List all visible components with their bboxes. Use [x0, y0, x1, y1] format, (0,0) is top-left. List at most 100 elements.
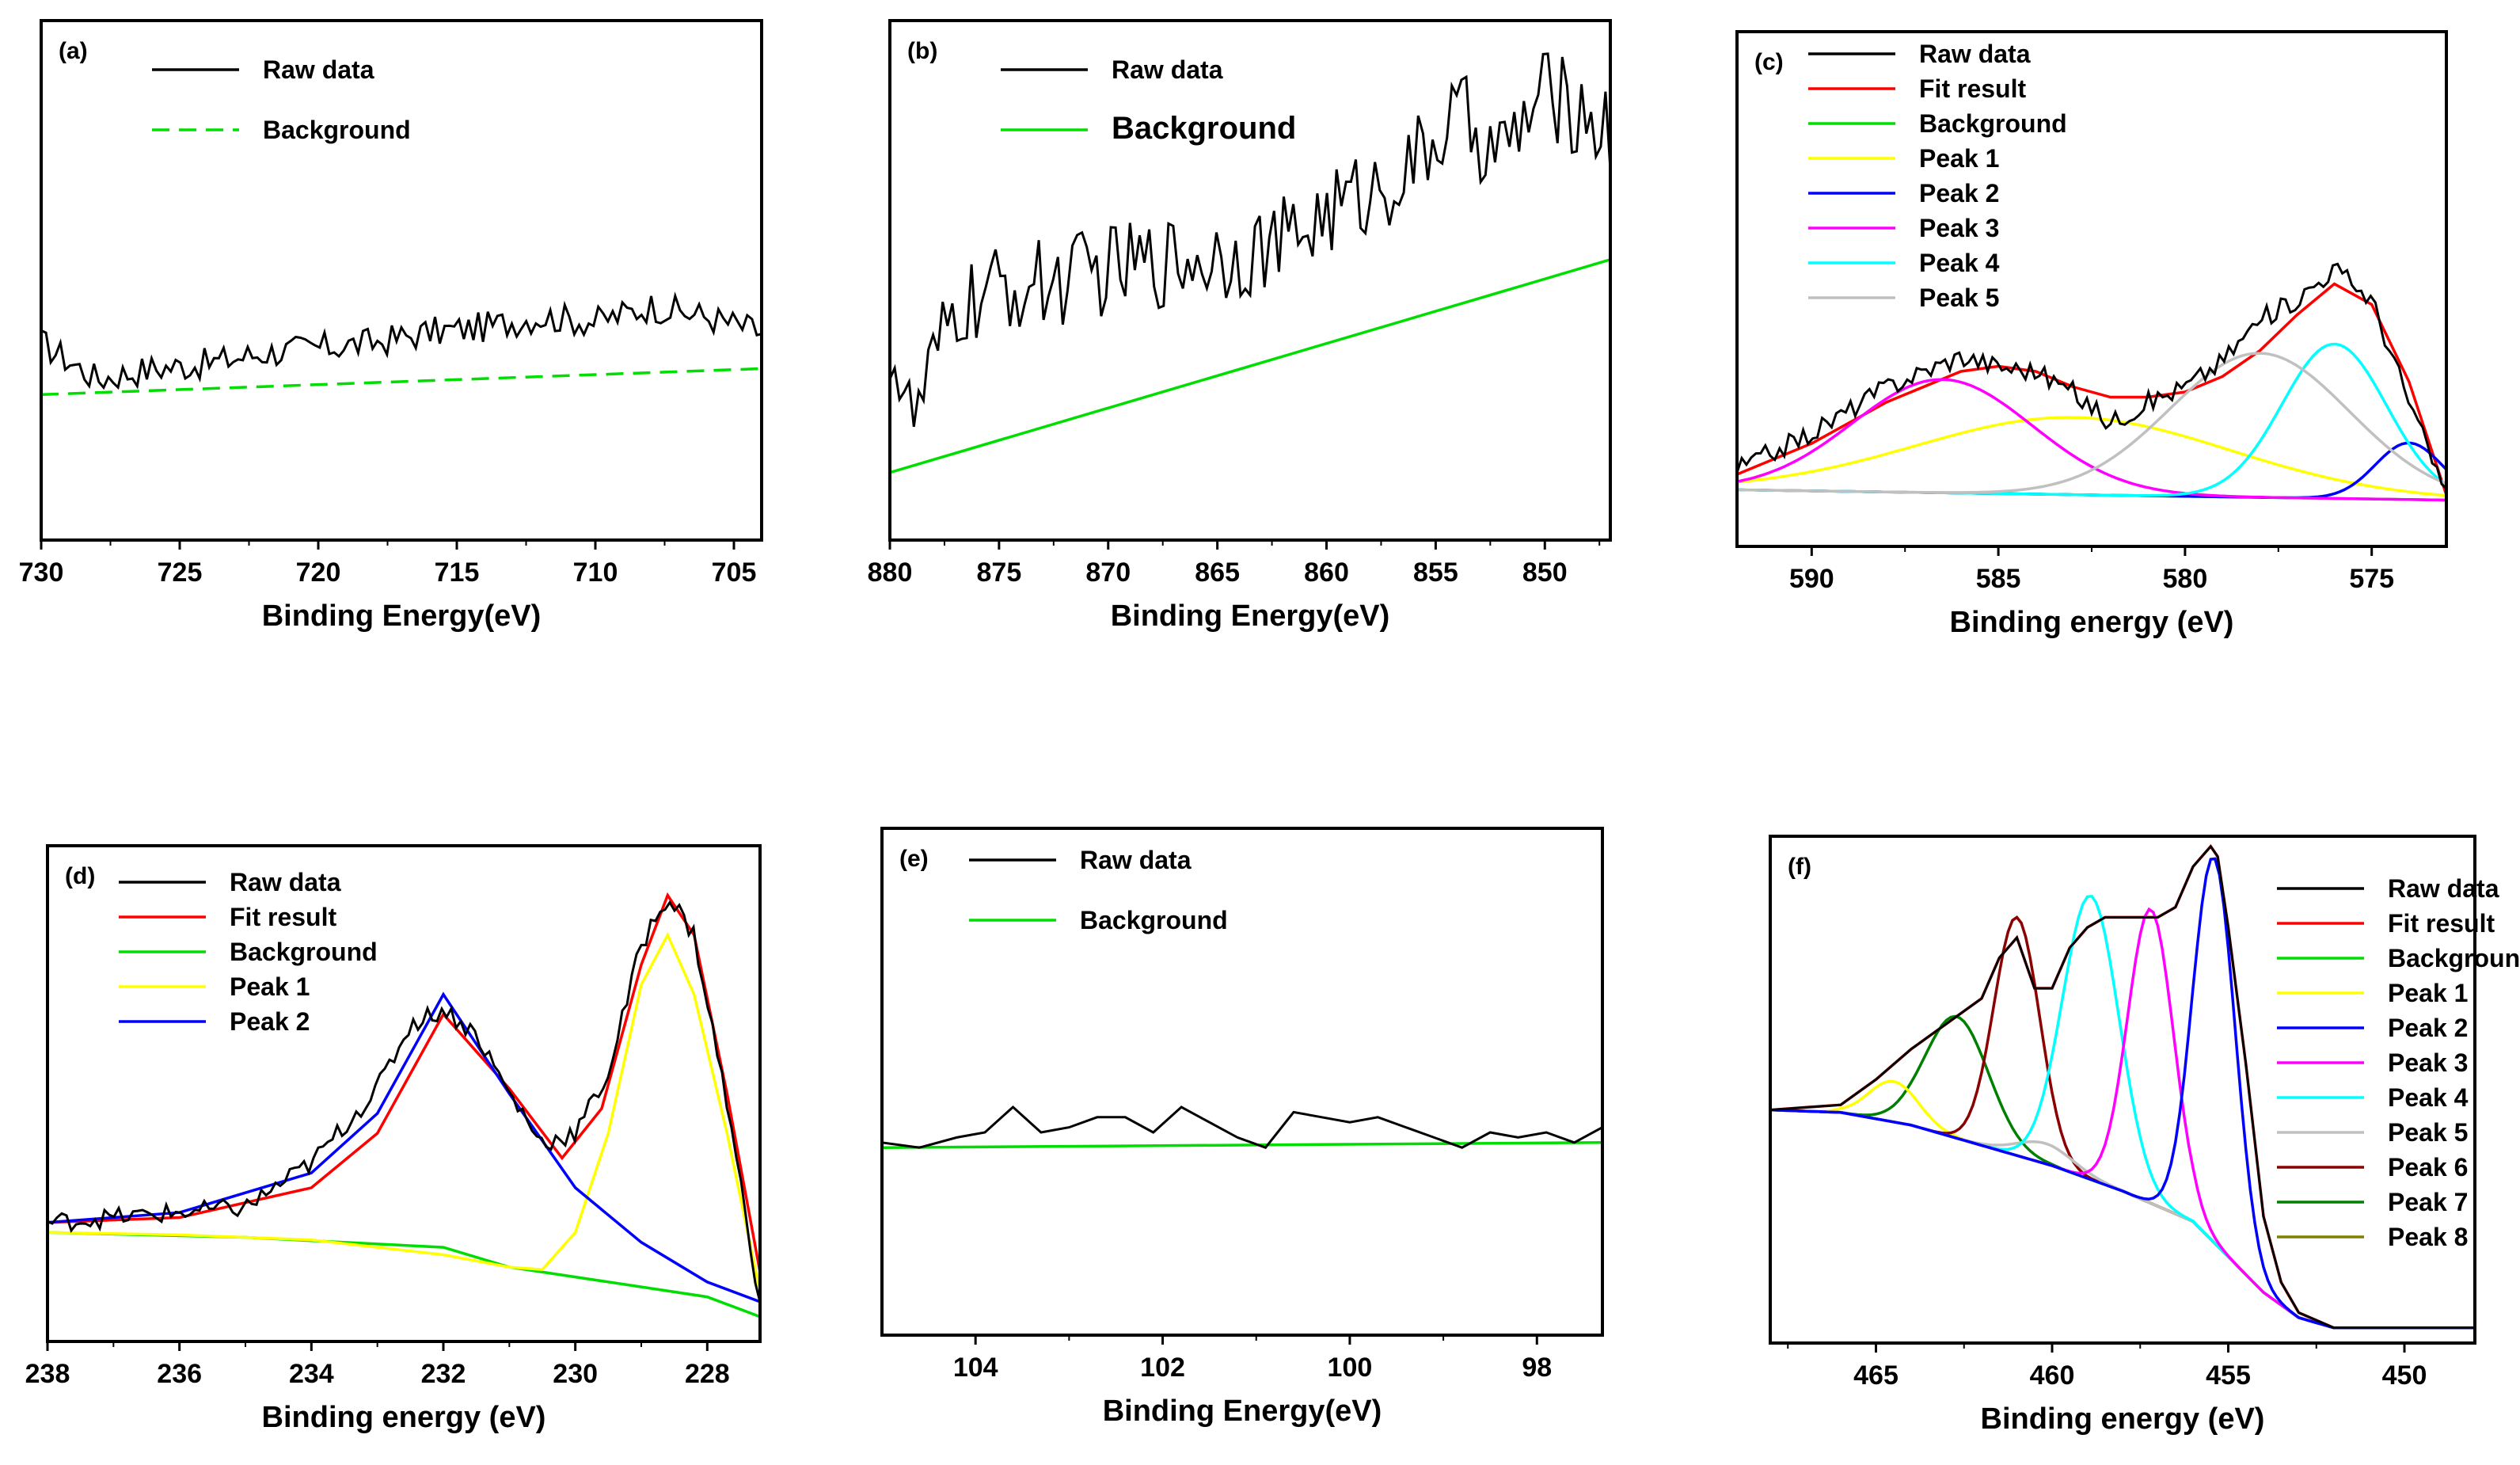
x-tick-label: 870	[1085, 557, 1131, 588]
legend: Raw data Background	[969, 846, 1228, 934]
x-tick-label: 875	[977, 557, 1022, 588]
legend-label-peak-2: Peak 2	[1919, 179, 1999, 207]
panel-label: (d)	[65, 863, 95, 889]
legend-label-background: Background	[1080, 906, 1228, 934]
series-background	[1770, 1108, 2475, 1330]
plot-area	[1737, 262, 2446, 502]
series-raw-data	[48, 900, 760, 1303]
series-background	[48, 1231, 760, 1318]
panel-f: 465 460 455 450 Binding energy (eV) (f) Raw da…	[1769, 835, 2520, 1436]
legend-label-peak-6: Peak 6	[2388, 1153, 2468, 1182]
panel-label: (e)	[899, 846, 929, 872]
legend-label-fit-result: Fit result	[2388, 909, 2495, 938]
series-peak-1	[1737, 416, 2446, 497]
x-axis-title: Binding energy (eV)	[1981, 1402, 2265, 1436]
series-peak-5	[1737, 352, 2446, 494]
series-peak-3	[1737, 378, 2446, 502]
legend-label-peak-4: Peak 4	[1919, 249, 2000, 277]
legend-label-peak-2: Peak 2	[2388, 1014, 2468, 1042]
legend: Raw data Fit result Background Peak 1 Peak 2…	[2277, 874, 2520, 1251]
x-tick-label: 232	[421, 1359, 466, 1389]
plot-area	[48, 892, 760, 1318]
series-background	[882, 1141, 1602, 1149]
x-axis-title: Binding Energy(eV)	[1111, 599, 1390, 633]
legend-label-raw-data: Raw data	[230, 868, 341, 896]
legend-label-fit-result: Fit result	[1919, 74, 2026, 103]
legend-label-background: Background	[230, 938, 378, 966]
x-axis-title: Binding Energy(eV)	[262, 599, 542, 633]
panel-b: 880 875 870 865 860 855 850 Binding Energy(eV) (…	[868, 19, 1612, 633]
x-tick-label: 575	[2349, 564, 2394, 594]
x-tick-label: 720	[296, 557, 341, 588]
axes-frame	[40, 19, 763, 542]
panel-label: (a)	[59, 38, 88, 64]
panel-a: 730 725 720 715 710 705 Binding Energy(eV) (a) R…	[19, 19, 763, 633]
x-tick-label: 450	[2382, 1360, 2427, 1391]
x-tick-label: 585	[1976, 564, 2021, 594]
axes-frame	[46, 844, 762, 1343]
series-raw-data	[890, 52, 1610, 428]
series-peak-4	[1737, 342, 2446, 497]
series-raw-data	[1770, 844, 2475, 1330]
panel-label: (c)	[1754, 49, 1784, 75]
legend-label-peak-3: Peak 3	[2388, 1048, 2468, 1077]
legend-label-peak-7: Peak 7	[2388, 1188, 2468, 1216]
panel-c: 590 585 580 575 Binding energy (eV) (c) Raw da…	[1735, 30, 2448, 639]
series-peak-5	[1770, 1108, 2475, 1330]
plot-area	[882, 1105, 1602, 1149]
legend-label-background: Background	[263, 116, 411, 144]
x-tick-label: 865	[1195, 557, 1240, 588]
series-peak-1	[48, 931, 760, 1292]
legend-label-raw-data: Raw data	[1112, 55, 1223, 84]
x-tick-label: 880	[868, 557, 913, 588]
series-peak-7	[1770, 1014, 2475, 1330]
x-tick-label: 102	[1140, 1353, 1185, 1383]
legend-label-peak-1: Peak 1	[1919, 144, 1999, 173]
panel-e: 104 102 100 98 Binding Energy(eV) (e) Raw data…	[880, 827, 1604, 1428]
legend-label-peak-8: Peak 8	[2388, 1223, 2468, 1251]
x-tick-label: 98	[1522, 1353, 1552, 1383]
x-tick-label: 234	[289, 1359, 334, 1389]
x-tick-label: 710	[573, 557, 618, 588]
series-background	[890, 258, 1610, 474]
series-peak-6	[1770, 915, 2475, 1330]
legend-label-raw-data: Raw data	[1080, 846, 1192, 874]
legend-label-raw-data: Raw data	[263, 55, 374, 84]
x-tick-label: 228	[685, 1359, 730, 1389]
axes-frame	[1769, 835, 2476, 1345]
series-peak-8	[1770, 1108, 2475, 1330]
legend-label-peak-1: Peak 1	[2388, 979, 2468, 1007]
series-peak-2	[1770, 857, 2475, 1330]
x-tick-label: 460	[2030, 1360, 2075, 1391]
x-tick-label: 580	[2163, 564, 2208, 594]
legend: Raw data Fit result Background Peak 1 Peak 2…	[1808, 40, 2067, 312]
x-tick-label: 855	[1413, 557, 1458, 588]
axes-frame	[880, 827, 1604, 1337]
legend-label-fit-result: Fit result	[230, 903, 336, 931]
x-tick-label: 230	[553, 1359, 598, 1389]
series-raw-data	[1737, 262, 2446, 490]
legend-label-raw-data: Raw data	[2388, 874, 2499, 903]
legend-label-peak-3: Peak 3	[1919, 214, 1999, 242]
legend-label-peak-1: Peak 1	[230, 972, 310, 1001]
plot-area	[1770, 843, 2475, 1330]
panel-d: 238 236 234 232 230 228 Binding energy (eV) (d)…	[25, 844, 762, 1434]
x-tick-label: 725	[158, 557, 203, 588]
x-tick-label: 236	[157, 1359, 202, 1389]
legend-label-peak-5: Peak 5	[2388, 1118, 2468, 1147]
x-tick-label: 465	[1853, 1360, 1899, 1391]
x-tick-label: 455	[2206, 1360, 2251, 1391]
series-peak-2	[48, 991, 760, 1303]
x-tick-label: 705	[712, 557, 757, 588]
legend-label-background: Background	[2388, 944, 2520, 972]
series-raw-data	[41, 291, 762, 390]
axes-frame	[888, 19, 1612, 542]
x-tick-label: 590	[1789, 564, 1834, 594]
legend-label-background: Background	[1919, 109, 2067, 138]
x-axis-title: Binding energy (eV)	[262, 1401, 546, 1434]
legend: Raw data Background	[1001, 55, 1296, 146]
x-tick-label: 238	[25, 1359, 70, 1389]
legend: Raw data Fit result Background Peak 1 Peak 2	[119, 868, 378, 1036]
plot-area	[41, 291, 762, 397]
